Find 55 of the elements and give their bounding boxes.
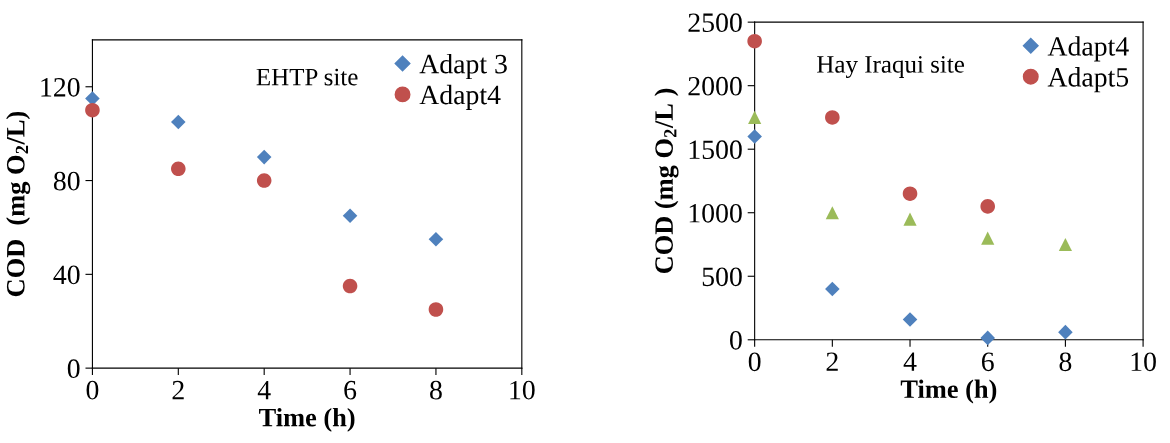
point xyxy=(171,161,186,177)
annotation: EHTP site xyxy=(256,68,358,86)
x-tick-label: 10 xyxy=(510,380,535,400)
y-tick-label: 40 xyxy=(53,265,80,285)
y-tick-label: 1500 xyxy=(689,140,742,160)
y-tick-label: 1000 xyxy=(689,203,742,223)
x-tick-label: 2 xyxy=(826,352,838,371)
y-tick-label: 2500 xyxy=(688,13,742,33)
x-axis-title: Time (h) xyxy=(900,379,997,404)
x-tick-label: 2 xyxy=(172,380,184,400)
point xyxy=(825,110,840,125)
x-tick-label: 6 xyxy=(981,352,994,372)
point xyxy=(748,110,762,125)
point xyxy=(85,91,100,106)
point xyxy=(747,33,762,49)
legend-label: Adapt 3 xyxy=(419,53,507,80)
point xyxy=(256,173,272,188)
y-tick-label: 0 xyxy=(730,330,742,350)
point xyxy=(171,114,186,130)
y-tick-label: 120 xyxy=(41,77,80,97)
x-tick-label: 4 xyxy=(903,352,917,371)
point xyxy=(256,149,272,165)
y-tick-label: 2000 xyxy=(688,76,742,96)
point xyxy=(980,330,995,346)
point xyxy=(342,278,358,294)
legend-label: Adapt4 xyxy=(1047,36,1129,62)
point xyxy=(342,208,358,224)
y-tick-label: 80 xyxy=(53,171,80,191)
x-tick-label: 6 xyxy=(344,380,357,400)
x-tick-label: 4 xyxy=(257,380,271,400)
legend-label: Adapt4 xyxy=(419,84,501,111)
point xyxy=(428,231,444,247)
point xyxy=(903,212,917,226)
legend-label: Adapt5 xyxy=(1047,67,1129,93)
y-tick-label: 500 xyxy=(702,267,742,287)
x-tick-label: 0 xyxy=(86,380,99,400)
point xyxy=(825,281,840,297)
x-axis-title: Time (h) xyxy=(259,407,355,432)
x-tick-label: 8 xyxy=(1059,352,1072,372)
point xyxy=(1058,324,1073,340)
annotation: Hay Iraqui site xyxy=(817,56,965,78)
y-axis-title: COD (mg O$_{2}$/L ) xyxy=(654,88,679,274)
point xyxy=(85,102,100,118)
point xyxy=(980,199,995,214)
x-tick-label: 8 xyxy=(430,380,442,400)
x-tick-label: 0 xyxy=(748,352,761,372)
point xyxy=(981,231,995,245)
x-tick-label: 10 xyxy=(1131,352,1156,372)
point xyxy=(825,206,839,220)
point xyxy=(902,312,918,327)
point xyxy=(902,186,918,201)
point xyxy=(1058,237,1072,252)
point xyxy=(428,302,444,317)
y-axis-title: COD (mg O$_{2}$/L) xyxy=(6,111,31,297)
point xyxy=(747,129,762,144)
